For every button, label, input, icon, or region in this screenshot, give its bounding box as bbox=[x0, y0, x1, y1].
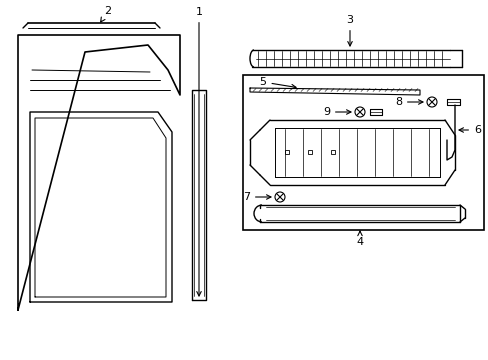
Bar bbox=[285, 150, 288, 154]
Text: 6: 6 bbox=[458, 125, 480, 135]
Text: 5: 5 bbox=[259, 77, 295, 89]
Text: 9: 9 bbox=[322, 107, 350, 117]
Text: 2: 2 bbox=[101, 6, 111, 22]
Text: 7: 7 bbox=[243, 192, 270, 202]
Bar bbox=[307, 150, 311, 154]
Text: 4: 4 bbox=[356, 231, 363, 247]
Text: 8: 8 bbox=[394, 97, 422, 107]
Text: 3: 3 bbox=[346, 15, 353, 46]
Bar bbox=[330, 150, 334, 154]
Bar bbox=[243, 75, 483, 230]
Text: 1: 1 bbox=[195, 7, 202, 296]
